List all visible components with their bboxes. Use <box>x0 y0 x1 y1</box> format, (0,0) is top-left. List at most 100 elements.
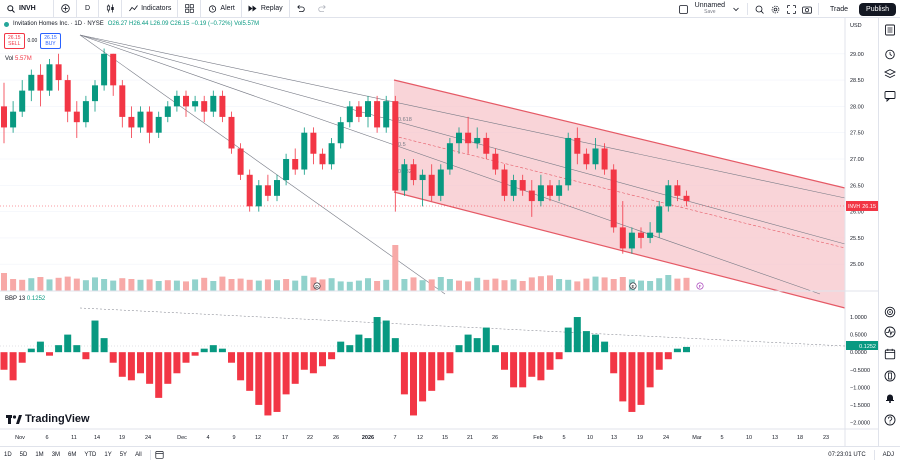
time-tick-label: 7 <box>393 435 396 441</box>
bbp-bar <box>300 352 308 370</box>
utc-clock[interactable]: 07:23:01 UTC <box>828 452 866 458</box>
time-tick-label: 6 <box>45 435 48 441</box>
buy-button[interactable]: 26.15 BUY <box>40 33 61 49</box>
range-ytd[interactable]: YTD <box>84 451 97 458</box>
regression-channel-mid <box>393 135 846 249</box>
volume-bar <box>392 245 399 291</box>
chat-icon[interactable] <box>884 90 896 102</box>
publish-button[interactable]: Publish <box>859 2 896 16</box>
range-5y[interactable]: 5Y <box>119 451 128 458</box>
bbp-bar <box>400 352 408 395</box>
tradingview-logo[interactable]: TradingView <box>6 413 90 425</box>
candle-body <box>1 106 7 128</box>
bbp-bar <box>355 334 363 353</box>
divider <box>873 450 875 460</box>
bbp-bar <box>428 352 436 391</box>
camera-icon[interactable] <box>802 4 812 14</box>
target-icon[interactable] <box>884 306 896 318</box>
fullscreen-icon[interactable] <box>786 4 796 14</box>
pulse-icon[interactable] <box>884 326 896 338</box>
candle-body <box>519 180 526 191</box>
adjust-toggle[interactable]: ADJ <box>882 452 894 458</box>
volume-bar <box>219 276 226 291</box>
help-icon[interactable] <box>884 414 896 426</box>
sell-button[interactable]: 26.15 SELL <box>4 33 25 49</box>
templates-button[interactable] <box>178 0 202 18</box>
trade-button[interactable]: Trade <box>830 5 849 13</box>
regression-channel-lower <box>393 191 846 309</box>
divider <box>747 3 748 15</box>
settings-gear-icon[interactable] <box>770 4 780 14</box>
bbp-bar <box>9 352 17 381</box>
range-1y[interactable]: 1Y <box>104 451 112 458</box>
candle-body <box>137 111 144 128</box>
bbp-bar <box>510 352 518 388</box>
range-6m[interactable]: 6M <box>68 451 77 458</box>
redo-button[interactable] <box>312 0 334 18</box>
range-1d[interactable]: 1D <box>4 451 12 458</box>
time-tick-label: 11 <box>71 435 77 441</box>
candle-body <box>547 185 553 196</box>
bbp-bar <box>137 352 144 374</box>
candle-body <box>183 95 189 107</box>
volume-legend[interactable]: Vol 5.57M <box>5 56 32 62</box>
candle-body <box>492 153 499 170</box>
range-3m[interactable]: 3M <box>51 451 61 458</box>
ideas-icon[interactable] <box>884 370 896 382</box>
checkbox-icon[interactable] <box>679 4 689 14</box>
chart-type-button[interactable] <box>99 0 123 18</box>
alerts-clock-icon[interactable] <box>884 48 896 60</box>
bbp-legend[interactable]: BBP 13 0.1252 <box>5 296 45 302</box>
calendar-icon[interactable] <box>884 348 896 360</box>
bbp-bar <box>273 352 281 412</box>
candle-body <box>346 106 353 123</box>
range-5d[interactable]: 5D <box>19 451 28 458</box>
volume-bar <box>192 279 199 291</box>
replay-button[interactable]: Replay <box>242 0 290 18</box>
notifications-bell-icon[interactable] <box>884 392 896 404</box>
bbp-bar <box>410 352 417 416</box>
time-tick-label: 19 <box>637 435 643 441</box>
volume-bar <box>292 280 299 291</box>
candle-body <box>337 122 344 144</box>
time-tick-label: 24 <box>145 435 151 441</box>
candle-body <box>374 101 381 128</box>
tradingview-logo-text: TradingView <box>25 413 90 425</box>
quick-search-icon[interactable] <box>754 4 764 14</box>
time-tick-label: 10 <box>746 435 752 441</box>
price-tick-label: 25.50 <box>850 236 864 242</box>
time-tick-label: 5 <box>720 435 723 441</box>
buy-sell-panel: 26.15 SELL 0.00 26.15 BUY <box>4 33 61 49</box>
price-axis: 29.00 28.50 28.00 27.50 27.00 26.50 26.00 25.50… <box>850 52 864 268</box>
time-tick-label: 9 <box>232 435 235 441</box>
volume-bar <box>537 276 544 291</box>
volume-bar <box>401 279 408 291</box>
interval-button[interactable]: D <box>77 0 100 18</box>
symbol-search[interactable]: INVH <box>0 0 54 18</box>
date-range-calendar-icon[interactable] <box>155 450 164 459</box>
candle-body <box>192 101 199 107</box>
layout-name[interactable]: Unnamed Save <box>695 2 725 15</box>
indicators-button[interactable]: Indicators <box>122 0 179 18</box>
candle-body <box>246 174 253 207</box>
range-all[interactable]: All <box>135 451 142 458</box>
volume-bar <box>683 277 690 291</box>
chart-legend[interactable]: Invitation Homes Inc. · 1D · NYSE O26.27… <box>4 21 259 27</box>
candle-body <box>19 90 26 112</box>
range-1m[interactable]: 1M <box>35 451 44 458</box>
candle-body <box>28 74 35 91</box>
chevron-down-icon[interactable] <box>731 4 741 14</box>
layers-icon[interactable] <box>884 68 896 80</box>
undo-button[interactable] <box>290 0 312 18</box>
bbp-bar <box>55 345 63 353</box>
fan-line <box>79 34 446 295</box>
watchlist-icon[interactable] <box>884 24 896 36</box>
bbp-bar <box>364 338 372 353</box>
chart-canvas[interactable]: 0.618 0.5 0.382 D E F 29.0028.5028.0027.… <box>0 18 878 446</box>
compare-button[interactable] <box>54 0 77 18</box>
fan-line <box>79 34 846 199</box>
alert-button[interactable]: Alert <box>201 0 242 18</box>
volume-bar <box>346 281 353 291</box>
volume-bar <box>255 280 262 291</box>
volume-bar <box>301 275 308 291</box>
